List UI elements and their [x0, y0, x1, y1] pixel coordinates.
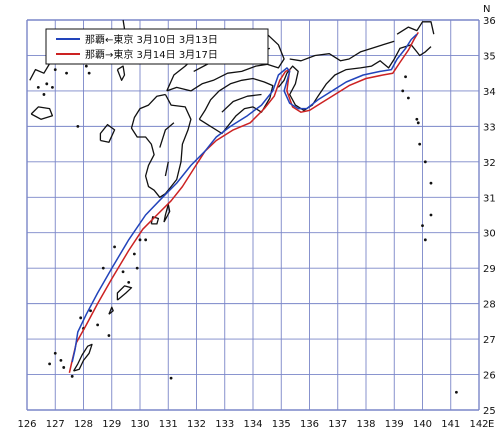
island-dot	[65, 71, 68, 75]
coastline	[116, 285, 133, 301]
island-dot	[415, 117, 419, 121]
coastline	[289, 40, 395, 62]
coastline	[221, 93, 262, 113]
lat-tick-label: 27	[483, 335, 496, 346]
island-dot	[455, 390, 458, 394]
lat-tick-label: 30	[483, 229, 496, 240]
island-dot	[113, 245, 116, 249]
island-dot	[121, 270, 125, 274]
coastline	[164, 161, 169, 177]
lat-tick-label: 29	[483, 264, 496, 275]
island-dot	[53, 351, 57, 355]
north-indicator: N	[483, 4, 490, 15]
lon-tick-label: 137	[328, 419, 347, 430]
island-dot	[36, 85, 40, 89]
coastline	[159, 122, 175, 148]
lon-tick-label: 131	[159, 419, 178, 430]
legend-label: 那覇→東京 3月14日 3月17日	[85, 48, 218, 61]
lon-tick-label: 142	[469, 419, 488, 430]
lon-tick-label: 138	[356, 419, 375, 430]
route-tokyo-to-naha	[71, 33, 418, 363]
island-dot	[62, 366, 66, 369]
lat-tick-label: 33	[483, 122, 496, 133]
coastline	[116, 65, 126, 81]
legend-box	[45, 28, 269, 65]
island-dot	[406, 96, 410, 100]
lon-tick-label: 136	[300, 419, 319, 430]
grid-lines	[26, 19, 480, 411]
island-dot	[42, 93, 46, 96]
lon-tick-label: 127	[46, 419, 65, 430]
island-dot	[87, 71, 91, 75]
lon-tick-label: 126	[17, 419, 36, 430]
island-dot	[423, 160, 427, 164]
island-dot	[53, 68, 57, 72]
lon-tick-label: 134	[243, 419, 262, 430]
island-dot	[48, 362, 51, 366]
lon-tick-label: 135	[272, 419, 291, 430]
lat-tick-label: 35	[483, 51, 496, 62]
coastline	[396, 21, 435, 35]
island-dot	[418, 142, 422, 146]
axis-labels: 126 127 128 129 130 131 132 133 134 135 136 137 138 1…	[17, 4, 495, 430]
island-dot	[45, 82, 49, 86]
lon-tick-label: 139	[385, 419, 404, 430]
island-dot	[401, 89, 405, 93]
coastline	[73, 343, 93, 372]
island-dot	[138, 238, 142, 242]
coastline	[30, 106, 54, 120]
island-dot	[89, 309, 92, 313]
lat-tick-label: 28	[483, 300, 496, 311]
coastline	[108, 306, 114, 315]
routes	[68, 32, 419, 373]
lon-tick-label: 140	[413, 419, 432, 430]
coastline	[130, 93, 192, 198]
lon-tick-label: 128	[74, 419, 93, 430]
island-dot	[423, 238, 427, 242]
lat-tick-label: 25	[483, 406, 496, 417]
island-dot	[416, 121, 420, 125]
lat-tick-label: 26	[483, 371, 496, 382]
legend-label: 那覇←東京 3月10日 3月13日	[85, 33, 218, 46]
island-dot	[132, 252, 136, 256]
island-dot	[84, 64, 88, 68]
island-dot	[70, 374, 74, 378]
island-dot	[169, 376, 173, 380]
island-dot	[51, 85, 54, 89]
east-axis-letter: E	[488, 419, 494, 430]
lon-tick-label: 129	[102, 419, 121, 430]
coastline	[99, 123, 116, 143]
lat-tick-label: 34	[483, 87, 496, 98]
lon-tick-label: 133	[215, 419, 234, 430]
island-dot	[144, 238, 148, 242]
island-dot	[429, 181, 433, 185]
lat-tick-label: 31	[483, 193, 496, 204]
lon-tick-label: 141	[441, 419, 460, 430]
island-dot	[59, 358, 63, 362]
island-dot	[96, 323, 100, 327]
island-dot	[101, 266, 105, 270]
island-dot	[429, 213, 433, 217]
island-dot	[127, 280, 131, 284]
lat-tick-label: 36	[483, 16, 496, 27]
island-dot	[76, 124, 80, 128]
island-dot	[135, 266, 139, 270]
lon-tick-label: 132	[187, 419, 206, 430]
route-naha-to-tokyo	[68, 32, 419, 373]
lon-tick-label: 130	[130, 419, 149, 430]
lat-tick-label: 32	[483, 158, 496, 169]
island-dot	[79, 316, 83, 320]
island-dot	[421, 224, 424, 228]
island-dot	[404, 75, 407, 79]
island-dot	[107, 334, 111, 337]
